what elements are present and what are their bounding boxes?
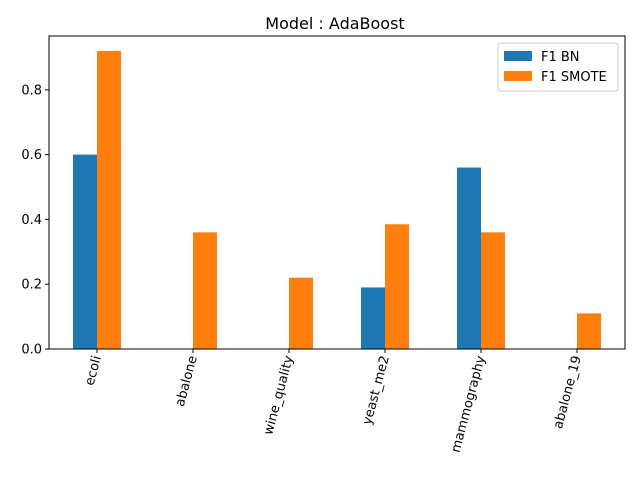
legend-swatch-f1-bn: [504, 51, 532, 61]
bar-f1-smote-wine_quality: [289, 277, 313, 349]
plot-frame: [48, 35, 626, 350]
bars-group: [73, 50, 601, 350]
bar-f1-bn-yeast_me2: [361, 287, 385, 349]
y-tick-label: 0.0: [21, 343, 42, 358]
bar-f1-bn-mammography: [457, 167, 481, 349]
bar-f1-smote-mammography: [481, 232, 505, 349]
bar-f1-smote-yeast_me2: [385, 224, 409, 349]
y-tick-label: 0.6: [21, 148, 42, 163]
legend: F1 BN F1 SMOTE: [497, 42, 619, 92]
bar-f1-smote-abalone_19: [577, 313, 601, 349]
bar-f1-bn-ecoli: [73, 154, 97, 349]
y-tick-label: 0.4: [21, 213, 42, 228]
y-tick-label: 0.2: [21, 278, 42, 293]
y-axis: 0.0 0.2 0.4 0.6 0.8: [21, 83, 49, 358]
bar-f1-smote-ecoli: [97, 50, 121, 350]
legend-label-f1-smote: F1 SMOTE: [541, 70, 607, 85]
chart-title: Model : AdaBoost: [265, 14, 404, 33]
legend-swatch-f1-smote: [504, 71, 532, 81]
y-tick-label: 0.8: [21, 83, 42, 98]
legend-label-f1-bn: F1 BN: [541, 50, 580, 65]
bar-f1-smote-abalone: [193, 232, 217, 349]
